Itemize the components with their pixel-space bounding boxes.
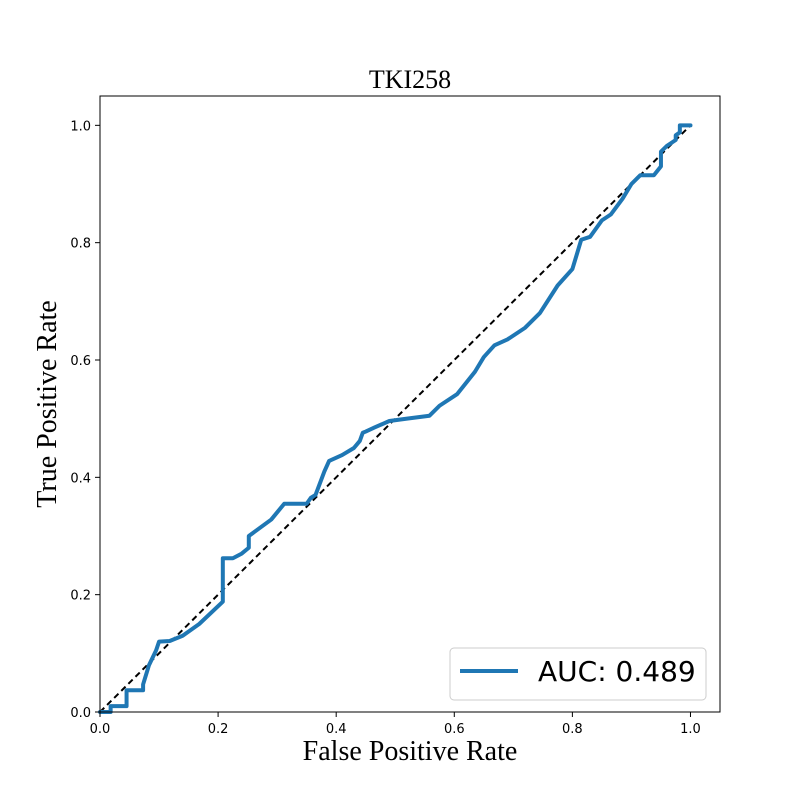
- plot-area: [98, 95, 721, 714]
- x-tick-label: 0.0: [90, 722, 111, 737]
- legend: AUC: 0.489: [449, 647, 707, 701]
- x-tick-label: 0.8: [562, 722, 583, 737]
- y-tick-label: 0.2: [70, 589, 91, 604]
- x-axis-label: False Positive Rate: [303, 736, 518, 767]
- y-tick-label: 0.6: [70, 354, 91, 369]
- plot-frame: [99, 95, 721, 713]
- chance-diagonal-line: [99, 124, 692, 713]
- x-tick-label: 0.6: [444, 722, 465, 737]
- y-tick-label: 0.8: [70, 237, 91, 252]
- legend-label: AUC: 0.489: [538, 655, 696, 688]
- y-tick-label: 0.4: [70, 471, 91, 486]
- y-tick-label: 0.0: [70, 706, 91, 721]
- x-tick-label: 0.2: [208, 722, 229, 737]
- x-tick-label: 0.4: [326, 722, 347, 737]
- y-tick-label: 1.0: [70, 119, 91, 134]
- series-layer: [98, 123, 693, 714]
- x-tick-label: 1.0: [680, 722, 701, 737]
- legend-box: [449, 647, 707, 701]
- y-axis-label: True Positive Rate: [32, 300, 63, 507]
- roc-curve-line: [98, 123, 693, 714]
- chart-title: TKI258: [369, 65, 451, 94]
- x-axis-ticks: 0.0 0.2 0.4 0.6 0.8 1.0: [90, 712, 701, 737]
- y-axis-ticks: 0.0 0.2 0.4 0.6 0.8 1.0: [70, 119, 100, 721]
